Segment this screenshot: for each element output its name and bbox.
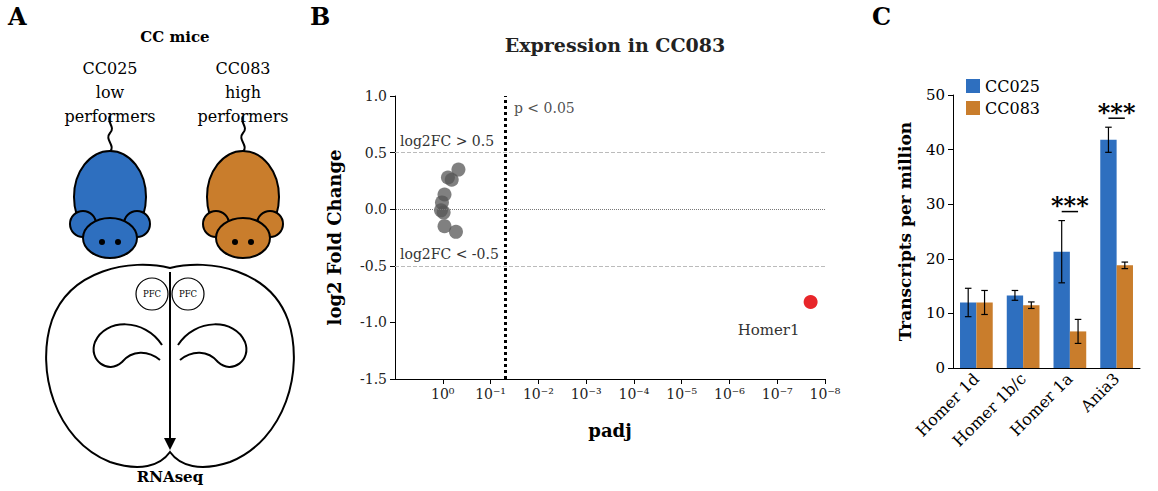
svg-text:CC083: CC083: [985, 99, 1040, 118]
svg-text:40: 40: [926, 141, 945, 159]
svg-text:Homer 1d: Homer 1d: [912, 369, 984, 441]
svg-text:PFC: PFC: [179, 289, 197, 299]
svg-text:10⁻⁶: 10⁻⁶: [714, 386, 745, 402]
svg-text:50: 50: [926, 86, 945, 104]
svg-text:10⁻²: 10⁻²: [523, 386, 554, 402]
svg-text:CC mice: CC mice: [140, 28, 209, 46]
svg-text:performers: performers: [197, 107, 289, 126]
svg-text:10⁻⁴: 10⁻⁴: [618, 386, 649, 402]
svg-text:Homer 1a: Homer 1a: [1006, 369, 1077, 440]
svg-text:high: high: [225, 83, 261, 102]
svg-text:log2FC > 0.5: log2FC > 0.5: [400, 133, 494, 149]
svg-text:-0.5: -0.5: [360, 258, 387, 274]
svg-text:Homer1: Homer1: [738, 321, 800, 339]
svg-text:0: 0: [935, 359, 945, 377]
svg-text:10⁻⁵: 10⁻⁵: [666, 386, 697, 402]
svg-text:-1.5: -1.5: [360, 371, 387, 387]
svg-text:Ania3: Ania3: [1076, 369, 1123, 416]
svg-text:10⁰: 10⁰: [431, 386, 455, 402]
svg-text:low: low: [96, 83, 125, 102]
svg-text:RNAseq: RNAseq: [137, 468, 204, 486]
svg-text:CC025: CC025: [82, 59, 137, 78]
svg-text:Expression in CC083: Expression in CC083: [505, 34, 725, 56]
svg-text:10⁻⁷: 10⁻⁷: [762, 386, 793, 402]
svg-text:0.5: 0.5: [365, 145, 387, 161]
svg-text:PFC: PFC: [143, 289, 161, 299]
svg-text:log2 Fold Change: log2 Fold Change: [324, 150, 345, 326]
svg-text:***: ***: [1098, 98, 1136, 127]
svg-text:30: 30: [926, 195, 945, 213]
html-text:A: A: [8, 2, 27, 31]
svg-text:1.0: 1.0: [365, 88, 387, 104]
html-text:B: B: [310, 2, 331, 31]
svg-text:20: 20: [926, 250, 945, 268]
svg-text:p < 0.05: p < 0.05: [514, 100, 575, 116]
svg-text:10⁻⁸: 10⁻⁸: [810, 386, 841, 402]
svg-text:padj: padj: [588, 420, 631, 441]
svg-text:Homer 1b/c: Homer 1b/c: [948, 369, 1030, 451]
svg-text:CC083: CC083: [215, 59, 270, 78]
svg-text:Transcripts per million: Transcripts per million: [895, 122, 915, 341]
svg-text:performers: performers: [64, 107, 156, 126]
svg-text:log2FC < -0.5: log2FC < -0.5: [400, 246, 499, 262]
svg-text:10⁻¹: 10⁻¹: [475, 386, 506, 402]
svg-text:CC025: CC025: [985, 77, 1040, 96]
svg-text:-1.0: -1.0: [360, 314, 387, 330]
svg-text:***: ***: [1051, 191, 1089, 220]
svg-text:0.0: 0.0: [365, 201, 387, 217]
html-text:C: C: [872, 2, 892, 31]
svg-text:10: 10: [926, 304, 945, 322]
svg-text:10⁻³: 10⁻³: [571, 386, 602, 402]
